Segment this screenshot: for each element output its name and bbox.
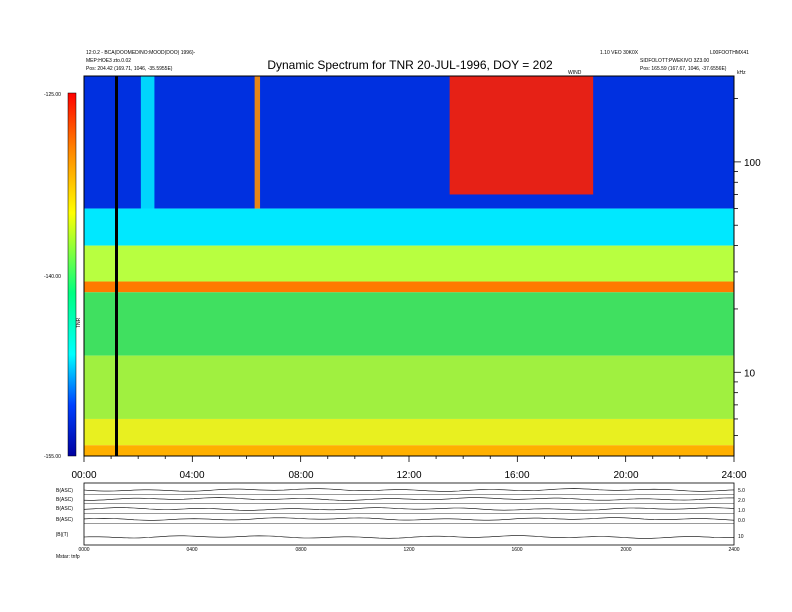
y-tick-label-100: 100 <box>744 158 761 169</box>
spectrum-band-6 <box>84 418 734 446</box>
panel-right-tick-1: 5.0 <box>738 488 745 494</box>
colorbar-tick-mid: -140.00 <box>44 274 61 280</box>
panel-x-tick-0000: 0000 <box>78 547 89 553</box>
colorbar-label: TNR <box>76 317 82 328</box>
panel-label-1: B(ASC) <box>56 488 73 494</box>
panel-label-2: B(ASC) <box>56 497 73 503</box>
header-right-line-4: L00FOOTHMX41 <box>710 50 749 56</box>
panel-trace-4 <box>83 517 735 521</box>
spectrum-band-1 <box>84 208 734 246</box>
panel-label-5: |B|(T) <box>56 532 69 538</box>
x-tick-label-1200: 12:00 <box>396 470 421 481</box>
frequency-axis <box>734 98 741 437</box>
frequency-unit-label: kHz <box>737 70 746 76</box>
spectrum-plot <box>84 76 734 456</box>
panel-x-tick-1600: 1600 <box>511 547 522 553</box>
spectrum-band-0 <box>84 76 734 209</box>
panel-x-tick-2400: 2400 <box>728 547 739 553</box>
burst-0 <box>449 76 594 195</box>
panel-right-tick-5: 10 <box>738 534 744 540</box>
magnetometer-panels <box>83 488 735 539</box>
header-right-line-1: 1.10 VEO 30K0X <box>600 50 639 56</box>
magnetometer-panel-frame <box>83 482 735 546</box>
panel-trace-1 <box>83 488 735 492</box>
spacecraft-label: WIND <box>568 70 582 76</box>
panel-trace-3 <box>83 507 735 511</box>
panel-x-tick-1200: 1200 <box>403 547 414 553</box>
y-tick-label-10: 10 <box>744 368 756 379</box>
colorbar-tick-top: -125.00 <box>44 92 61 98</box>
spectrum-band-4 <box>84 292 734 356</box>
panel-label-3: B(ASC) <box>56 506 73 512</box>
footer-label: Mstar: tnfp <box>56 554 80 560</box>
panel-right-tick-3: 1.0 <box>738 508 745 514</box>
panel-right-tick-4: 0.0 <box>738 518 745 524</box>
panel-trace-5 <box>83 535 735 539</box>
x-tick-label-2400: 24:00 <box>721 470 746 481</box>
burst-1 <box>140 76 155 226</box>
colorbar <box>67 92 77 457</box>
burst-2 <box>254 76 261 209</box>
panel-x-tick-0800: 0800 <box>295 547 306 553</box>
spectrum-band-7 <box>84 445 734 456</box>
x-tick-label-0800: 08:00 <box>288 470 313 481</box>
chart-title: Dynamic Spectrum for TNR 20-JUL-1996, DO… <box>267 58 553 72</box>
spectrum-band-2 <box>84 245 734 282</box>
panel-label-4: B(ASC) <box>56 517 73 523</box>
x-tick-label-1600: 16:00 <box>504 470 529 481</box>
x-tick-label-0400: 04:00 <box>179 470 204 481</box>
panel-right-tick-2: 2.0 <box>738 498 745 504</box>
panel-trace-2 <box>83 497 734 501</box>
spectrum-band-5 <box>84 355 734 419</box>
header-left-line-2: MEP:HOE3 zto.0.02 <box>86 58 131 64</box>
panel-x-tick-0400: 0400 <box>186 547 197 553</box>
time-axis: 00:00 04:00 08:00 12:00 16:00 20:00 24:0… <box>71 456 747 481</box>
colorbar-tick-bottom: -155.00 <box>44 454 61 460</box>
spectrum-band-3 <box>84 281 734 293</box>
x-tick-label-0000: 00:00 <box>71 470 96 481</box>
header-right-line-3: Pos: 165.59 (167.67, 1046, -37.6556E) <box>640 66 727 72</box>
header-left-line-3: Pos: 204.42 (169.71, 1046, -35.5955E) <box>86 66 173 72</box>
panel-x-tick-2000: 2000 <box>620 547 631 553</box>
header-left-line-1: 12:0.2 - BCA(DOOMED/NO:MOOD(DOO) 1996)- <box>86 50 196 56</box>
header-right-line-2: SIDFOLOTT:PWEKIVO 3Z3.00 <box>640 58 709 64</box>
x-tick-label-2000: 20:00 <box>613 470 638 481</box>
